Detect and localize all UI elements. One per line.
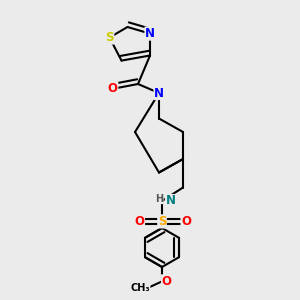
Text: O: O: [134, 215, 145, 228]
Text: CH₃: CH₃: [130, 283, 150, 293]
Text: O: O: [108, 82, 118, 95]
Text: S: S: [105, 31, 114, 44]
Text: N: N: [165, 194, 176, 208]
Text: S: S: [158, 215, 166, 228]
Text: H: H: [155, 194, 163, 204]
Text: O: O: [181, 215, 191, 228]
Text: N: N: [154, 86, 164, 100]
Text: N: N: [145, 27, 155, 40]
Text: O: O: [161, 275, 172, 288]
